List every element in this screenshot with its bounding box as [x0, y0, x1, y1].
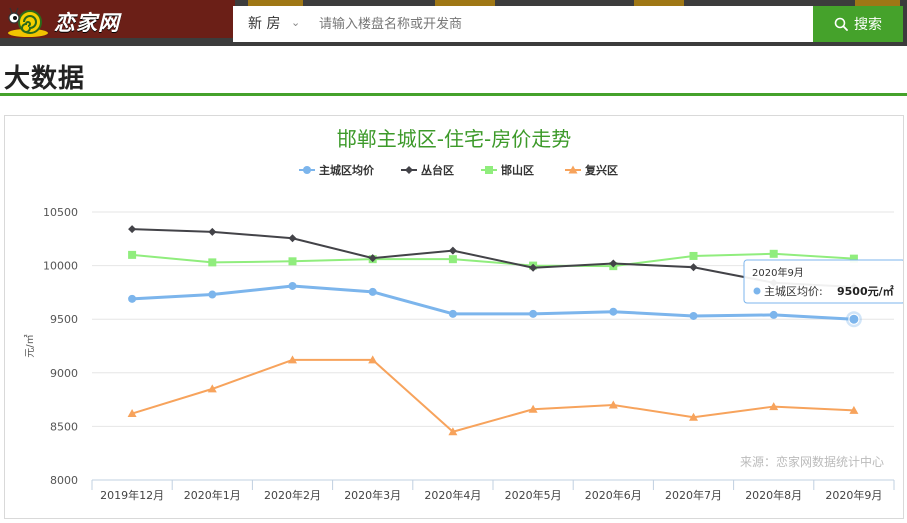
- x-tick-label: 2020年6月: [585, 488, 642, 502]
- snail-logo-icon: [8, 7, 48, 37]
- data-point: [849, 254, 858, 263]
- x-tick-label: 2020年5月: [505, 488, 562, 502]
- data-point: [689, 263, 698, 272]
- y-tick-label: 10000: [43, 260, 78, 273]
- legend-marker: [485, 166, 493, 174]
- top-header-bar: 恋家网 新 房 ⌄ 搜索: [0, 0, 907, 46]
- x-tick-label: 2020年2月: [264, 488, 321, 502]
- x-tick-label: 2020年9月: [825, 488, 882, 502]
- data-point: [608, 400, 618, 409]
- tooltip-series-label: 主城区均价:: [764, 285, 823, 298]
- data-point: [448, 246, 457, 255]
- data-point: [448, 255, 457, 264]
- search-bar: 新 房 ⌄: [233, 6, 813, 42]
- data-point: [849, 405, 859, 414]
- data-point: [448, 309, 457, 318]
- y-tick-label: 10500: [43, 206, 78, 219]
- data-point: [769, 310, 778, 319]
- banner-strip: [248, 0, 303, 6]
- y-axis-label: 元/㎡: [24, 334, 36, 357]
- data-point: [288, 234, 297, 243]
- legend-marker: [303, 166, 311, 174]
- logo-text: 恋家网: [54, 10, 120, 35]
- banner-strip: [855, 0, 900, 6]
- x-tick-label: 2020年7月: [665, 488, 722, 502]
- data-point: [769, 249, 778, 258]
- y-tick-label: 8000: [50, 474, 78, 487]
- hover-point: [848, 313, 860, 325]
- search-type-dropdown-label[interactable]: 新 房: [248, 16, 281, 32]
- price-trend-chart-panel: 邯郸主城区-住宅-房价走势主城区均价 丛台区 邯山区 复兴区 8000 8500 9000 9…: [4, 115, 904, 519]
- data-point: [288, 257, 297, 266]
- legend-marker: [568, 165, 578, 174]
- chart-credit: 来源：恋家网数据统计中心: [740, 454, 884, 469]
- search-icon: [834, 17, 848, 31]
- y-tick-label: 9500: [50, 313, 78, 326]
- data-point: [609, 307, 618, 316]
- data-point: [128, 294, 137, 303]
- y-tick-label: 9000: [50, 367, 78, 380]
- x-tick-label: 2020年4月: [424, 488, 481, 502]
- series-line: [132, 252, 854, 268]
- tooltip-series-marker: [753, 287, 761, 295]
- data-point: [128, 250, 137, 259]
- legend-item-label: 主城区均价: [319, 163, 375, 177]
- x-tick-label: 2019年12月: [100, 488, 164, 502]
- x-tick-label: 2020年8月: [745, 488, 802, 502]
- data-point: [529, 309, 538, 318]
- data-point: [368, 287, 377, 296]
- data-point: [689, 311, 698, 320]
- banner-strip: [634, 0, 684, 6]
- tooltip-date: 2020年9月: [752, 266, 804, 279]
- legend-item-label: 邯山区: [501, 163, 534, 177]
- series-line: [131, 358, 854, 433]
- data-point: [208, 258, 217, 267]
- y-tick-label: 8500: [50, 420, 78, 433]
- data-point: [288, 355, 297, 364]
- x-tick-label: 2020年3月: [344, 488, 401, 502]
- search-button-label: 搜索: [854, 17, 882, 33]
- legend-item-label: 复兴区: [584, 163, 618, 177]
- tooltip-box: [743, 259, 903, 304]
- series-line: [132, 284, 854, 321]
- chevron-down-icon[interactable]: ⌄: [291, 16, 301, 29]
- legend-marker: [405, 166, 413, 174]
- data-point: [529, 263, 538, 272]
- data-point: [208, 227, 217, 236]
- data-point: [528, 404, 538, 413]
- data-point: [128, 225, 137, 234]
- data-point: [127, 409, 137, 418]
- banner-strip: [435, 0, 495, 6]
- site-logo[interactable]: 恋家网: [6, 4, 120, 40]
- data-point: [769, 402, 779, 411]
- data-point: [689, 251, 698, 260]
- legend-item-label: 丛台区: [421, 163, 454, 177]
- data-point: [609, 259, 618, 268]
- data-point: [207, 384, 217, 393]
- data-point: [368, 355, 378, 364]
- chart-title: 邯郸主城区-住宅-房价走势: [337, 127, 571, 151]
- section-title: 大数据: [4, 64, 86, 94]
- x-tick-label: 2020年1月: [184, 488, 241, 502]
- data-point: [448, 427, 458, 436]
- search-input[interactable]: [319, 10, 799, 38]
- data-point: [368, 254, 377, 263]
- search-button[interactable]: 搜索: [813, 6, 903, 42]
- data-point: [208, 290, 217, 299]
- data-point: [689, 412, 698, 421]
- data-point: [288, 281, 297, 290]
- section-divider: [0, 93, 907, 96]
- tooltip-value: 9500元/㎡: [837, 284, 894, 298]
- series-line: [132, 228, 854, 289]
